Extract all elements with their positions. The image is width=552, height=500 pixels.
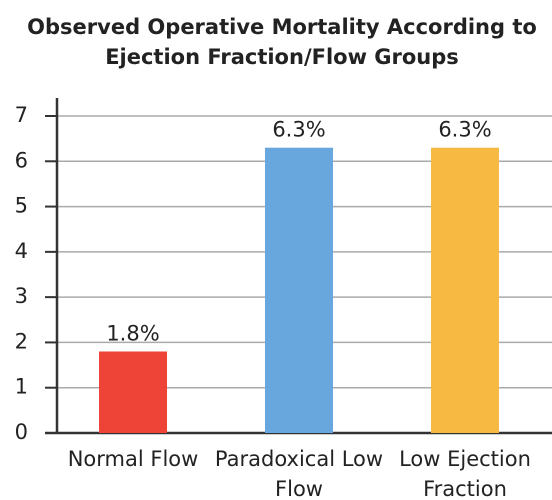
bar [431,147,499,433]
data-label: 1.8% [106,321,159,345]
y-tick-label: 7 [15,103,28,127]
y-tick-label: 2 [15,329,28,353]
bar [265,147,333,433]
x-tick-label: Low Ejection Fraction [399,447,531,500]
y-tick-label: 0 [15,420,28,444]
data-label: 6.3% [438,118,491,142]
y-tick-label: 4 [15,239,28,263]
x-tick-label: Normal Flow [67,447,199,471]
y-tick-label: 6 [15,148,28,172]
data-label: 6.3% [272,118,325,142]
chart-title: Observed Operative Mortality According t… [27,15,537,69]
x-tick-label: Paradoxical Low Flow [214,447,384,500]
bar [99,351,167,433]
y-tick-label: 1 [15,375,28,399]
y-tick-label: 3 [15,284,28,308]
y-tick-label: 5 [15,194,28,218]
